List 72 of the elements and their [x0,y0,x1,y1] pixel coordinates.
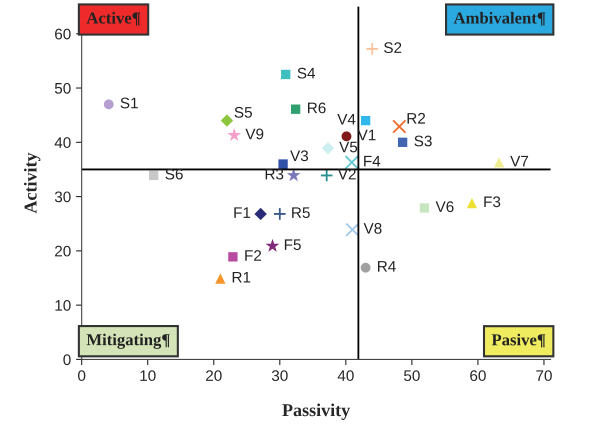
x-tick-label: 10 [140,370,156,382]
y-tick-label: 40 [54,137,71,148]
y-tick-label: 60 [55,28,71,40]
series-label: V2 [338,168,356,180]
point [281,70,290,80]
point [360,116,370,126]
annotation: Mitigating¶ [86,334,170,349]
point [254,208,267,220]
point [266,238,280,252]
series-label: F3 [484,196,500,208]
annotation: Active¶ [86,12,140,26]
series-label: V8 [364,222,382,234]
series-label: V3 [290,150,308,162]
series-label: F4 [364,156,380,166]
x-tick-label: 60 [470,370,486,382]
point [286,168,301,182]
y-axis-title: Activity [24,152,40,214]
point [322,142,334,154]
point [466,198,478,208]
series-label: S6 [165,168,183,180]
point [494,157,504,168]
x-tick-label: 0 [78,370,86,382]
point [344,155,359,170]
series-label: R1 [232,272,250,282]
y-tick-label: 50 [54,82,71,94]
point [420,203,430,213]
point [366,42,379,56]
series-label: R5 [292,207,310,218]
point [278,159,288,169]
series-label: S2 [384,42,402,54]
series-label: V9 [245,128,264,140]
x-tick-label: 70 [536,370,552,382]
point [104,99,114,110]
series-label: R3 [266,168,284,180]
point [227,128,242,142]
x-tick-label: 30 [272,370,288,382]
series-label: V7 [510,156,528,166]
point [398,138,408,147]
x-tick-label: 20 [206,370,222,382]
series-label: R4 [378,261,396,272]
series-label: V4 [337,114,356,125]
y-tick-label: 10 [55,300,71,311]
y-tick-label: 30 [54,191,71,202]
point [392,119,406,134]
annotation: Pasive¶ [492,334,546,348]
series-label: F1 [234,207,250,218]
series-label: V6 [436,201,454,212]
x-tick-label: 40 [338,370,354,382]
point [228,252,238,262]
point [320,168,334,182]
point [360,262,371,273]
x-axis-title: Passivity [282,404,350,420]
series-label: R2 [408,112,426,124]
point [215,273,226,284]
point [149,170,158,180]
y-tick-label: 0 [63,354,71,366]
point [220,114,234,127]
point [345,222,360,237]
y-tick-label: 20 [55,246,71,257]
annotation: Ambivalent¶ [454,12,546,26]
series-label: F2 [245,250,262,261]
series-label: F5 [284,239,301,250]
series-label: S4 [298,68,316,79]
point [290,104,300,114]
x-tick-label: 50 [404,370,420,382]
series-label: S1 [120,98,138,108]
series-label: R6 [308,102,326,114]
series-label: S3 [414,136,432,146]
point [342,131,352,142]
point [273,207,287,221]
series-label: S5 [234,106,252,118]
series-label: V5 [339,142,358,152]
